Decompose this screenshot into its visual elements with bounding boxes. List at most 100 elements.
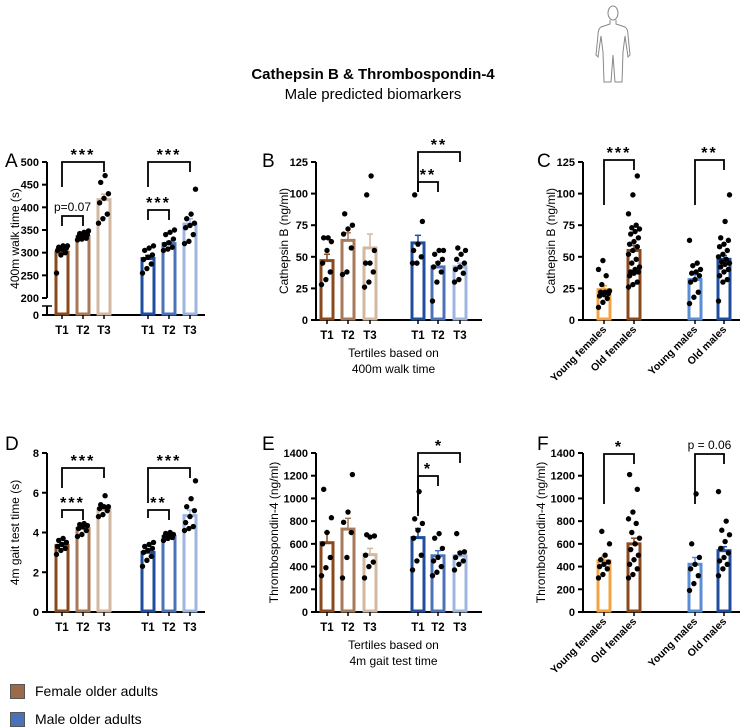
significance-bracket [61, 161, 105, 187]
x-tick-label: T3 [183, 325, 196, 337]
data-point [718, 235, 724, 241]
y-tick-label: 125 [290, 157, 308, 169]
y-tick-label: 200 [290, 584, 308, 596]
data-point [595, 266, 602, 273]
bar [340, 527, 356, 613]
panel-letter: E [262, 434, 275, 455]
legend-label-female: Female older adults [35, 683, 158, 699]
x-tick-label: T3 [97, 622, 110, 634]
x-tick-label: T3 [453, 330, 466, 342]
data-point [53, 270, 60, 276]
data-point [725, 237, 732, 244]
data-point [435, 554, 441, 561]
data-point [595, 304, 602, 311]
data-point [165, 246, 171, 252]
data-point [85, 228, 92, 234]
panel-letter: F [537, 434, 549, 455]
data-point [599, 528, 605, 535]
y-axis-label: Thrombospondin-4 (ng/ml) [267, 462, 281, 603]
data-point [362, 552, 369, 558]
data-point [606, 288, 613, 294]
data-point [461, 549, 468, 555]
data-point [366, 279, 372, 285]
significance-label: * [435, 438, 443, 455]
data-point [687, 279, 694, 285]
data-point [457, 264, 463, 270]
bar [54, 250, 70, 316]
data-point [163, 530, 169, 537]
data-point [190, 523, 196, 530]
data-point [695, 572, 701, 579]
data-point [603, 273, 609, 279]
data-point [631, 238, 637, 245]
data-point [348, 245, 354, 251]
data-point [187, 222, 193, 229]
data-point [81, 520, 87, 527]
data-point [604, 566, 610, 572]
data-point [54, 543, 61, 550]
data-point [625, 575, 632, 581]
data-point [412, 516, 418, 522]
x-tick-label: T3 [97, 325, 110, 337]
data-point [632, 228, 638, 235]
data-point [412, 192, 418, 198]
data-point [319, 260, 326, 266]
y-tick-label: 0 [569, 607, 575, 619]
data-point [186, 238, 192, 245]
data-point [632, 266, 638, 273]
data-point [634, 279, 640, 285]
data-point [686, 237, 693, 244]
significance-label: ** [431, 137, 447, 154]
data-point [430, 264, 437, 270]
data-point [171, 227, 178, 233]
data-point [605, 559, 612, 565]
y-tick-label: 300 [21, 248, 39, 260]
data-point [364, 192, 370, 198]
y-tick-label: 25 [296, 283, 308, 295]
data-point [715, 298, 722, 304]
y-tick-label: 0 [302, 607, 308, 619]
data-point [596, 563, 603, 570]
significance-bracket [694, 159, 725, 205]
data-point [696, 273, 703, 279]
data-point [140, 256, 147, 263]
data-point [456, 276, 462, 283]
data-point [188, 211, 194, 217]
data-point [595, 575, 602, 581]
data-point [160, 247, 167, 254]
data-point [722, 538, 728, 545]
data-point [432, 535, 438, 541]
data-point [633, 222, 639, 228]
panel-e: E 0 200 400 600 800 1000 1200 1400Thrombospondin… [262, 434, 482, 668]
data-point [634, 173, 640, 179]
data-point [77, 521, 83, 528]
data-point [697, 266, 704, 273]
data-point [629, 225, 635, 231]
data-point [440, 247, 447, 254]
bar [161, 534, 177, 613]
data-point [60, 535, 66, 542]
data-point [344, 554, 350, 561]
bar [75, 527, 91, 613]
data-point [192, 478, 199, 484]
data-point [95, 513, 102, 520]
data-point [166, 239, 172, 246]
panel-b: B 0 25 50 75 100 125 Cathepsin B (ng/ml) T1 T2 T3 T… [262, 137, 482, 376]
data-point [720, 251, 726, 257]
data-point [686, 587, 693, 594]
data-point [434, 569, 440, 575]
data-point [100, 511, 106, 518]
y-tick-label: 1000 [551, 493, 575, 505]
data-point [686, 300, 693, 307]
x-tick-label: T1 [55, 325, 69, 337]
data-point [429, 298, 436, 304]
y-axis-label: 400m walk time (s) [8, 188, 22, 289]
y-tick-label: 75 [563, 220, 575, 232]
data-point [460, 558, 466, 564]
significance-label: *** [157, 147, 182, 164]
data-point [81, 229, 87, 235]
panel-d: D 0 2 4 6 8 4m gait test time (s) T1 T2 T3 T1 T2 T3 *… [5, 434, 205, 634]
data-point [324, 247, 330, 254]
data-point [460, 270, 466, 276]
data-point [724, 561, 730, 567]
